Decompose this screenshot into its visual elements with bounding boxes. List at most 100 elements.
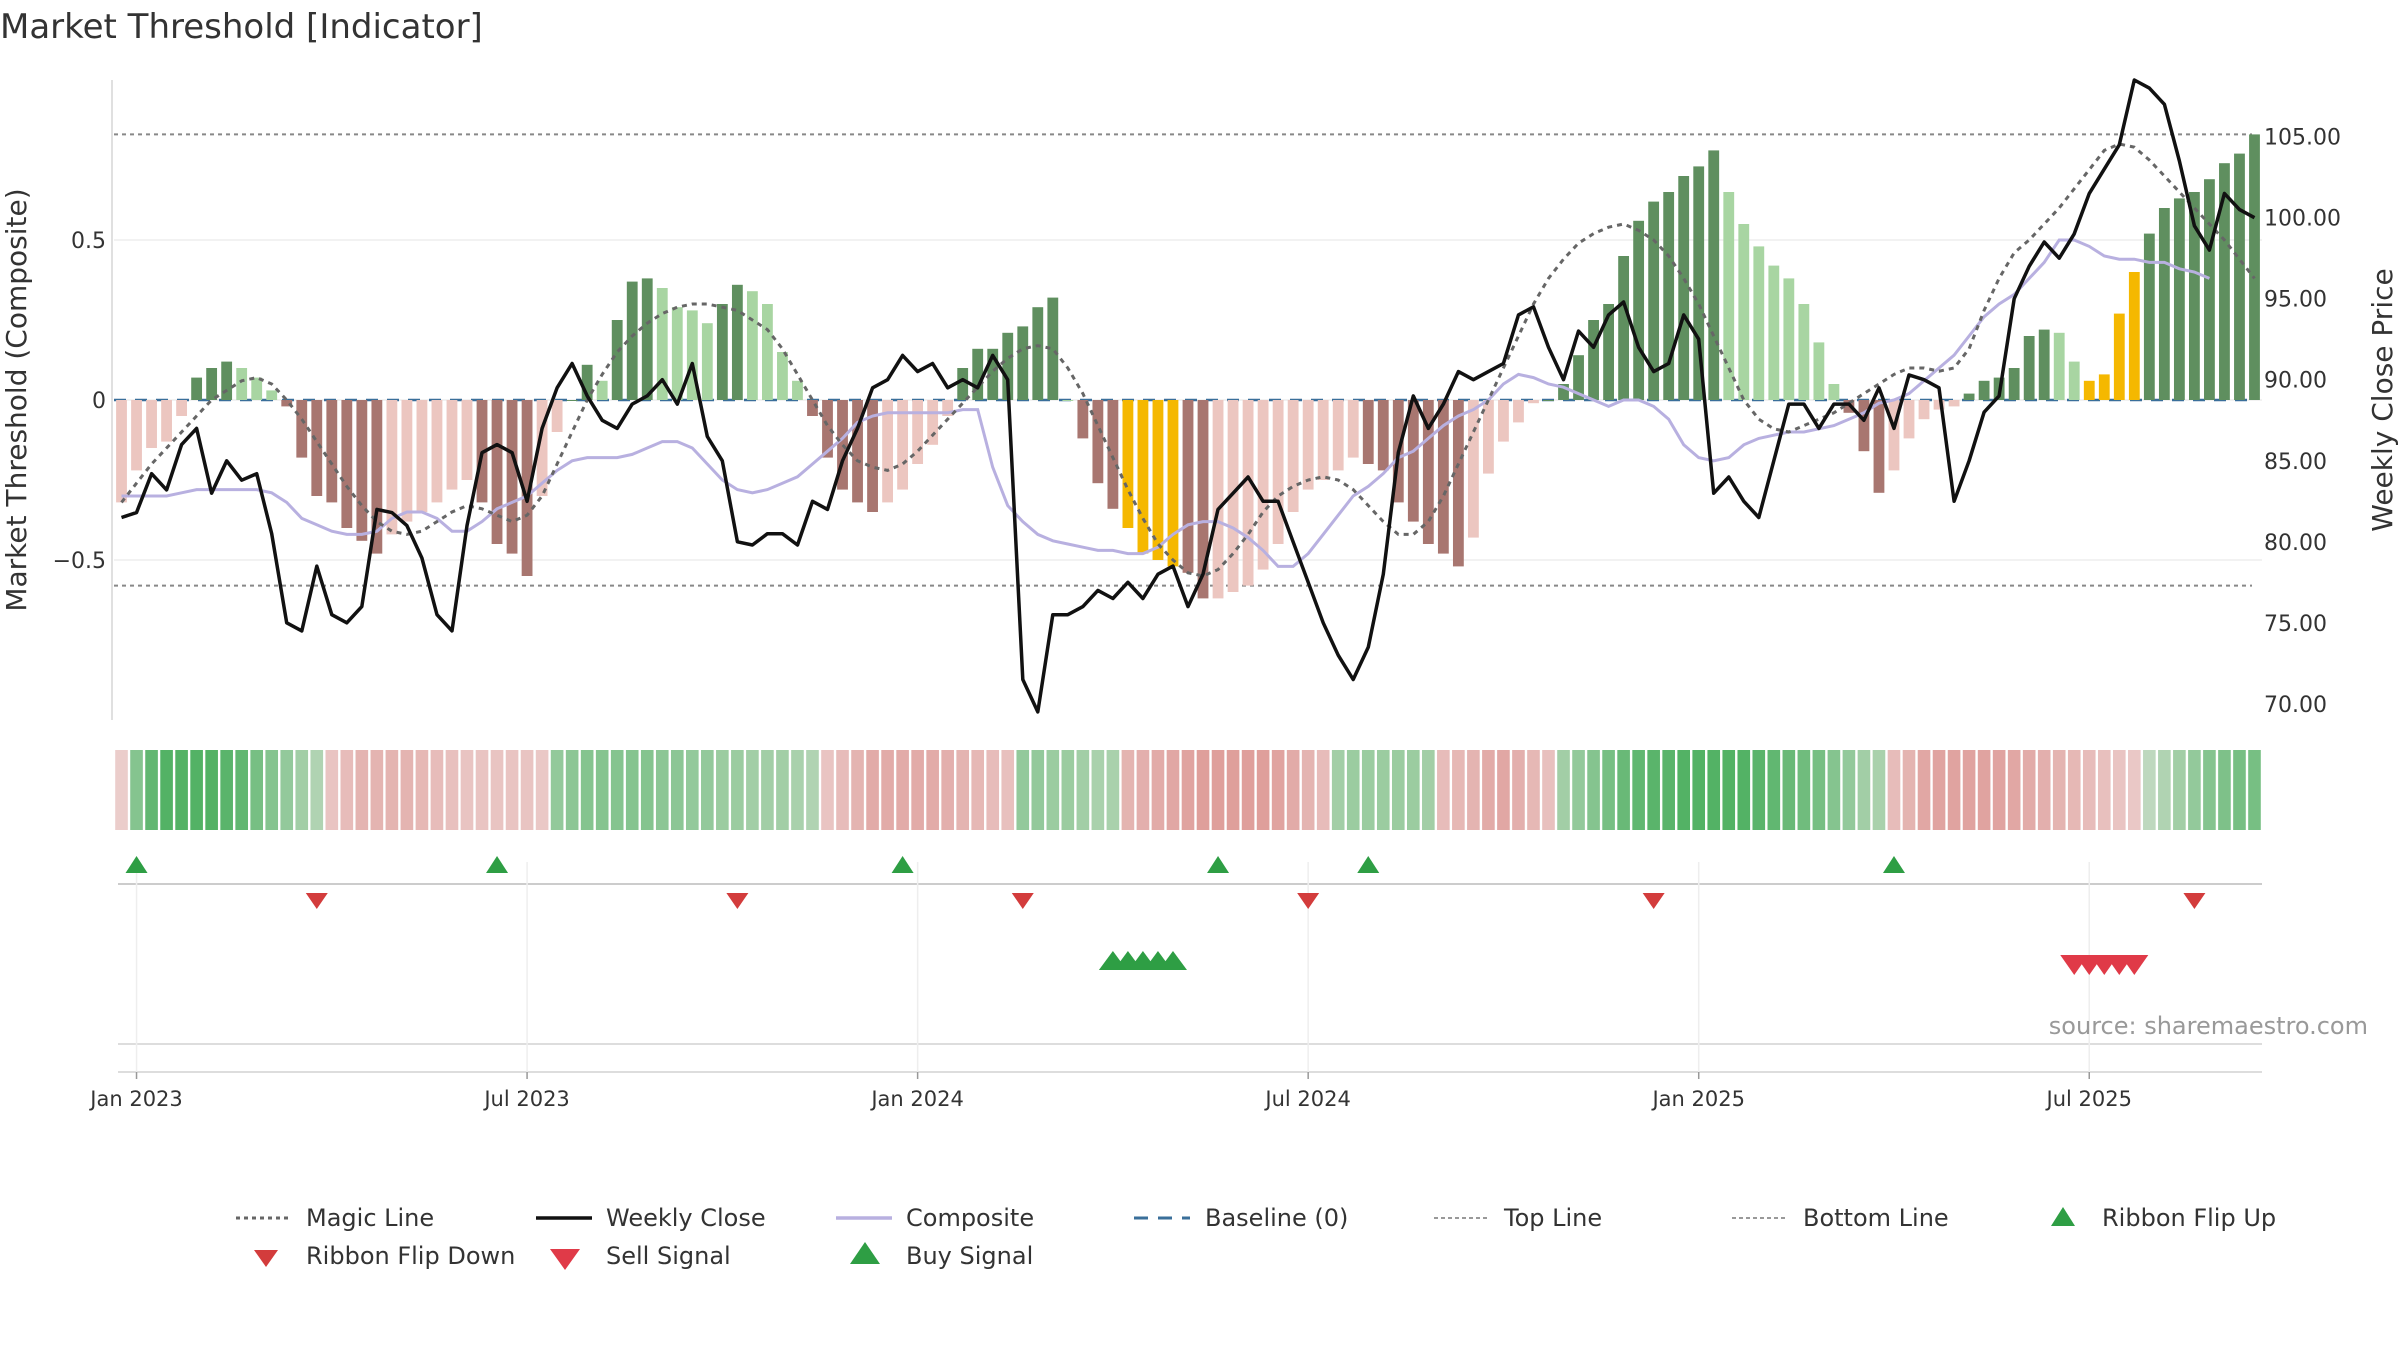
histogram-bar xyxy=(1603,304,1614,400)
ribbon-cell xyxy=(340,750,354,830)
ribbon-cell xyxy=(685,750,699,830)
histogram-bar xyxy=(1272,400,1284,544)
histogram-bar xyxy=(581,364,593,400)
ribbon-cell xyxy=(971,750,985,830)
ribbon-flip-up-marker xyxy=(486,856,509,873)
ribbon-cell xyxy=(1632,750,1645,830)
ribbon-cell xyxy=(1707,750,1721,830)
ribbon-cell xyxy=(565,750,579,830)
ribbon-cell xyxy=(1316,750,1330,830)
histogram-bar xyxy=(671,307,683,400)
histogram-bar xyxy=(656,288,668,400)
ribbon-cell xyxy=(655,750,669,830)
histogram-bar xyxy=(2008,368,2020,400)
histogram-bar xyxy=(1693,166,1705,400)
ribbon-cell xyxy=(1992,750,2006,830)
ribbon-cell xyxy=(941,750,954,830)
ribbon-cell xyxy=(1136,750,1150,830)
histogram-bar xyxy=(401,400,413,522)
ribbon-flip-up-marker xyxy=(1207,856,1230,873)
legend-label-weekly-close: Weekly Close xyxy=(606,1204,766,1232)
histogram-bar xyxy=(1377,400,1389,471)
ribbon-flip-down-marker xyxy=(2183,893,2206,909)
ribbon-cell xyxy=(1542,750,1555,830)
histogram-bar xyxy=(882,400,893,503)
ribbon-cell xyxy=(1962,750,1976,830)
ribbon-cell xyxy=(1812,750,1826,830)
histogram-bar xyxy=(431,400,443,503)
histogram-bar xyxy=(296,400,308,458)
histogram-bar xyxy=(2083,380,2095,400)
ribbon-cell xyxy=(1076,750,1090,830)
weekly-close-line xyxy=(120,78,2256,714)
ribbon-cell xyxy=(2143,750,2156,830)
histogram-bar xyxy=(1543,400,1554,401)
legend-item-buy-signal: Buy Signal xyxy=(850,1242,1033,1270)
legend-label-magic-line: Magic Line xyxy=(306,1204,434,1232)
histogram-bar xyxy=(281,400,293,407)
legend-item-bottom-line: Bottom Line xyxy=(1732,1204,1949,1232)
histogram-bar xyxy=(2219,163,2230,400)
x-tick-label: Jan 2024 xyxy=(869,1087,964,1111)
histogram-bar xyxy=(2023,336,2035,400)
histogram-bar xyxy=(1242,400,1254,586)
histogram-bar xyxy=(1422,400,1434,544)
ribbon-cell xyxy=(295,750,309,830)
histogram-bar xyxy=(2143,233,2155,400)
ribbon-cell xyxy=(265,750,279,830)
histogram-bar xyxy=(1332,400,1344,471)
histogram-bar xyxy=(1828,384,1840,400)
ribbon-cell xyxy=(1061,750,1075,830)
legend-item-ribbon-flip-down: Ribbon Flip Down xyxy=(254,1242,515,1270)
legend-label-composite: Composite xyxy=(906,1204,1034,1232)
ribbon-cell xyxy=(2022,750,2036,830)
ribbon-cell xyxy=(836,750,849,830)
ribbon-cell xyxy=(595,750,609,830)
ribbon-cell xyxy=(1722,750,1736,830)
ribbon-cell xyxy=(1497,750,1510,830)
histogram-bar xyxy=(1513,400,1524,423)
histogram-bar xyxy=(942,400,954,416)
ribbon-cell xyxy=(2188,750,2201,830)
histogram-bar xyxy=(1648,201,1660,400)
histogram-bar xyxy=(386,400,398,535)
histogram-bar xyxy=(1483,400,1494,474)
histogram-bar xyxy=(1437,400,1449,554)
histogram-bar xyxy=(1017,326,1029,400)
ribbon-cell xyxy=(1437,750,1450,830)
histogram-bar xyxy=(762,304,773,400)
legend-label-bottom-line: Bottom Line xyxy=(1803,1204,1949,1232)
histogram-bar xyxy=(1167,400,1179,567)
ribbon-cell xyxy=(1091,750,1105,830)
right-axis-label: Weekly Close Price xyxy=(2366,268,2399,531)
ribbon-cell xyxy=(716,750,729,830)
histogram-bar xyxy=(416,400,428,512)
ribbon-cell xyxy=(640,750,654,830)
ribbon-cell xyxy=(280,750,294,830)
histogram-bar xyxy=(1768,265,1780,400)
ribbon-cell xyxy=(746,750,759,830)
ribbon-cell xyxy=(731,750,744,830)
histogram-bar xyxy=(716,304,728,400)
histogram-bar xyxy=(506,400,518,554)
right-tick-label: 70.00 xyxy=(2264,693,2327,718)
ribbon-cell xyxy=(1286,750,1300,830)
x-axis-ticks: Jan 2023 Jul 2023 Jan 2024 Jul 2024 Jan 2025… xyxy=(88,1072,2132,1111)
ribbon-cell xyxy=(1106,750,1120,830)
ribbon-cell xyxy=(806,750,819,830)
histogram-bar xyxy=(1107,400,1119,509)
ribbon-cell xyxy=(791,750,804,830)
histogram-bar xyxy=(551,400,563,432)
histogram-bar xyxy=(536,400,548,496)
x-tick-label: Jul 2024 xyxy=(1263,1087,1350,1111)
ribbon-flip-up-marker xyxy=(891,856,914,873)
histogram-bar xyxy=(2128,272,2140,400)
histogram-bar xyxy=(1858,400,1870,452)
histogram-bar xyxy=(1813,342,1825,400)
ribbon-cell xyxy=(1452,750,1465,830)
ribbon-cell xyxy=(2218,750,2231,830)
ribbon-cell xyxy=(1737,750,1751,830)
ribbon-cell xyxy=(1977,750,1991,830)
histogram-bar xyxy=(1783,278,1795,400)
ribbon-cell xyxy=(535,750,549,830)
